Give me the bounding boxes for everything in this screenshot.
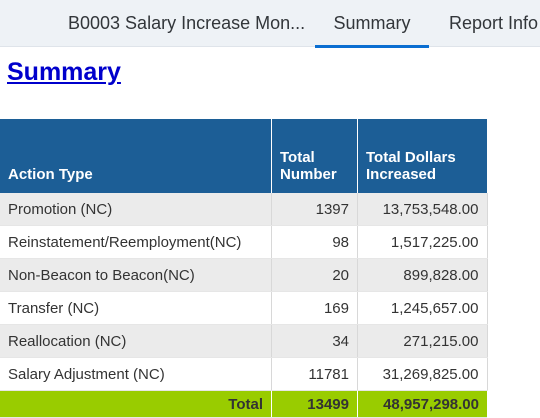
summary-table: Action Type Total Number Total Dollars I… xyxy=(0,119,488,418)
table-row: Salary Adjustment (NC) 11781 31,269,825.… xyxy=(0,357,488,391)
cell-action-type: Reallocation (NC) xyxy=(0,324,272,358)
cell-total-dollars: 899,828.00 xyxy=(357,258,488,292)
cell-total-dollars: 1,245,657.00 xyxy=(357,291,488,325)
table-row: Transfer (NC) 169 1,245,657.00 xyxy=(0,291,488,325)
cell-action-type: Reinstatement/Reemployment(NC) xyxy=(0,225,272,259)
cell-total-number: 11781 xyxy=(271,357,358,391)
cell-total-dollars: 31,269,825.00 xyxy=(357,357,488,391)
tab-report-info[interactable]: Report Info xyxy=(449,13,539,33)
cell-total-number: 1397 xyxy=(271,193,358,226)
cell-total-number: 20 xyxy=(271,258,358,292)
table-row: Reallocation (NC) 34 271,215.00 xyxy=(0,324,488,358)
header-total-number: Total Number xyxy=(271,119,358,193)
cell-action-type: Salary Adjustment (NC) xyxy=(0,357,272,391)
table-header-row: Action Type Total Number Total Dollars I… xyxy=(0,119,487,193)
tab-report-title[interactable]: B0003 Salary Increase Mon... xyxy=(68,13,306,33)
page-title[interactable]: Summary xyxy=(7,58,121,86)
header-action-type: Action Type xyxy=(0,119,272,193)
total-label: Total xyxy=(0,390,272,418)
cell-total-number: 98 xyxy=(271,225,358,259)
table-row: Non-Beacon to Beacon(NC) 20 899,828.00 xyxy=(0,258,488,292)
cell-action-type: Promotion (NC) xyxy=(0,193,272,226)
cell-total-dollars: 1,517,225.00 xyxy=(357,225,488,259)
cell-total-dollars: 271,215.00 xyxy=(357,324,488,358)
cell-total-dollars: 13,753,548.00 xyxy=(357,193,488,226)
table-total-row: Total 13499 48,957,298.00 xyxy=(0,390,487,418)
total-number: 13499 xyxy=(271,390,358,418)
header-total-dollars: Total Dollars Increased xyxy=(357,119,487,193)
cell-action-type: Transfer (NC) xyxy=(0,291,272,325)
table-row: Promotion (NC) 1397 13,753,548.00 xyxy=(0,193,488,226)
cell-action-type: Non-Beacon to Beacon(NC) xyxy=(0,258,272,292)
total-dollars: 48,957,298.00 xyxy=(357,390,487,418)
table-row: Reinstatement/Reemployment(NC) 98 1,517,… xyxy=(0,225,488,259)
tab-bar: B0003 Salary Increase Mon... Summary Rep… xyxy=(0,0,540,48)
cell-total-number: 34 xyxy=(271,324,358,358)
cell-total-number: 169 xyxy=(271,291,358,325)
tab-summary[interactable]: Summary xyxy=(315,0,429,48)
